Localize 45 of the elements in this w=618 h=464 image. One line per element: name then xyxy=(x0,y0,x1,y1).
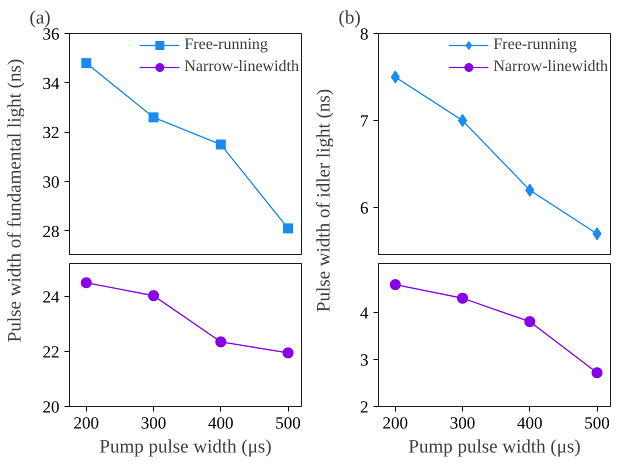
chart-title: (a) xyxy=(30,8,51,28)
x-tick-label: 300 xyxy=(140,414,166,432)
legend-label: Narrow-linewidth xyxy=(493,58,608,76)
y-tick-label: 8 xyxy=(360,24,368,44)
x-tick-label: 200 xyxy=(74,414,100,432)
point xyxy=(283,223,294,234)
legend-label: Free-running xyxy=(493,36,577,54)
x-axis-title: Pump pulse width (μs) xyxy=(408,436,581,458)
point xyxy=(148,112,159,122)
point xyxy=(80,277,92,288)
point xyxy=(216,140,226,150)
y-tick-label: 34 xyxy=(42,74,60,93)
y-tick-label: 22 xyxy=(42,342,60,362)
point xyxy=(390,70,400,84)
chart-title: (b) xyxy=(338,8,361,28)
y-tick-label: 7 xyxy=(360,112,369,131)
point xyxy=(81,58,92,68)
point xyxy=(148,290,160,302)
point xyxy=(215,336,226,348)
y-tick-label: 6 xyxy=(360,198,368,218)
y-tick-label: 4 xyxy=(360,304,369,323)
x-tick-label: 500 xyxy=(584,414,610,432)
y-tick-label: 3 xyxy=(360,350,368,370)
x-tick-label: 400 xyxy=(517,414,543,432)
point xyxy=(458,114,468,128)
y-tick-label: 32 xyxy=(42,123,60,142)
y-tick-label: 20 xyxy=(42,398,60,416)
point xyxy=(457,292,468,304)
x-tick-label: 500 xyxy=(275,414,301,432)
point xyxy=(282,347,294,358)
point xyxy=(525,184,534,197)
y-tick-label: 2 xyxy=(360,398,368,416)
x-axis-title: Pump pulse width (μs) xyxy=(99,436,272,458)
point xyxy=(592,227,602,240)
x-tick-label: 400 xyxy=(208,414,234,432)
x-tick-label: 300 xyxy=(450,414,476,432)
x-tick-label: 200 xyxy=(382,414,408,432)
y-tick-label: 24 xyxy=(42,288,60,306)
legend-label: Narrow-linewidth xyxy=(184,58,299,76)
y-tick-label: 30 xyxy=(42,172,60,192)
point xyxy=(524,316,536,328)
point xyxy=(592,367,603,378)
point xyxy=(390,279,401,290)
legend-label: Free-running xyxy=(184,36,268,54)
y-tick-label: 28 xyxy=(42,222,60,241)
